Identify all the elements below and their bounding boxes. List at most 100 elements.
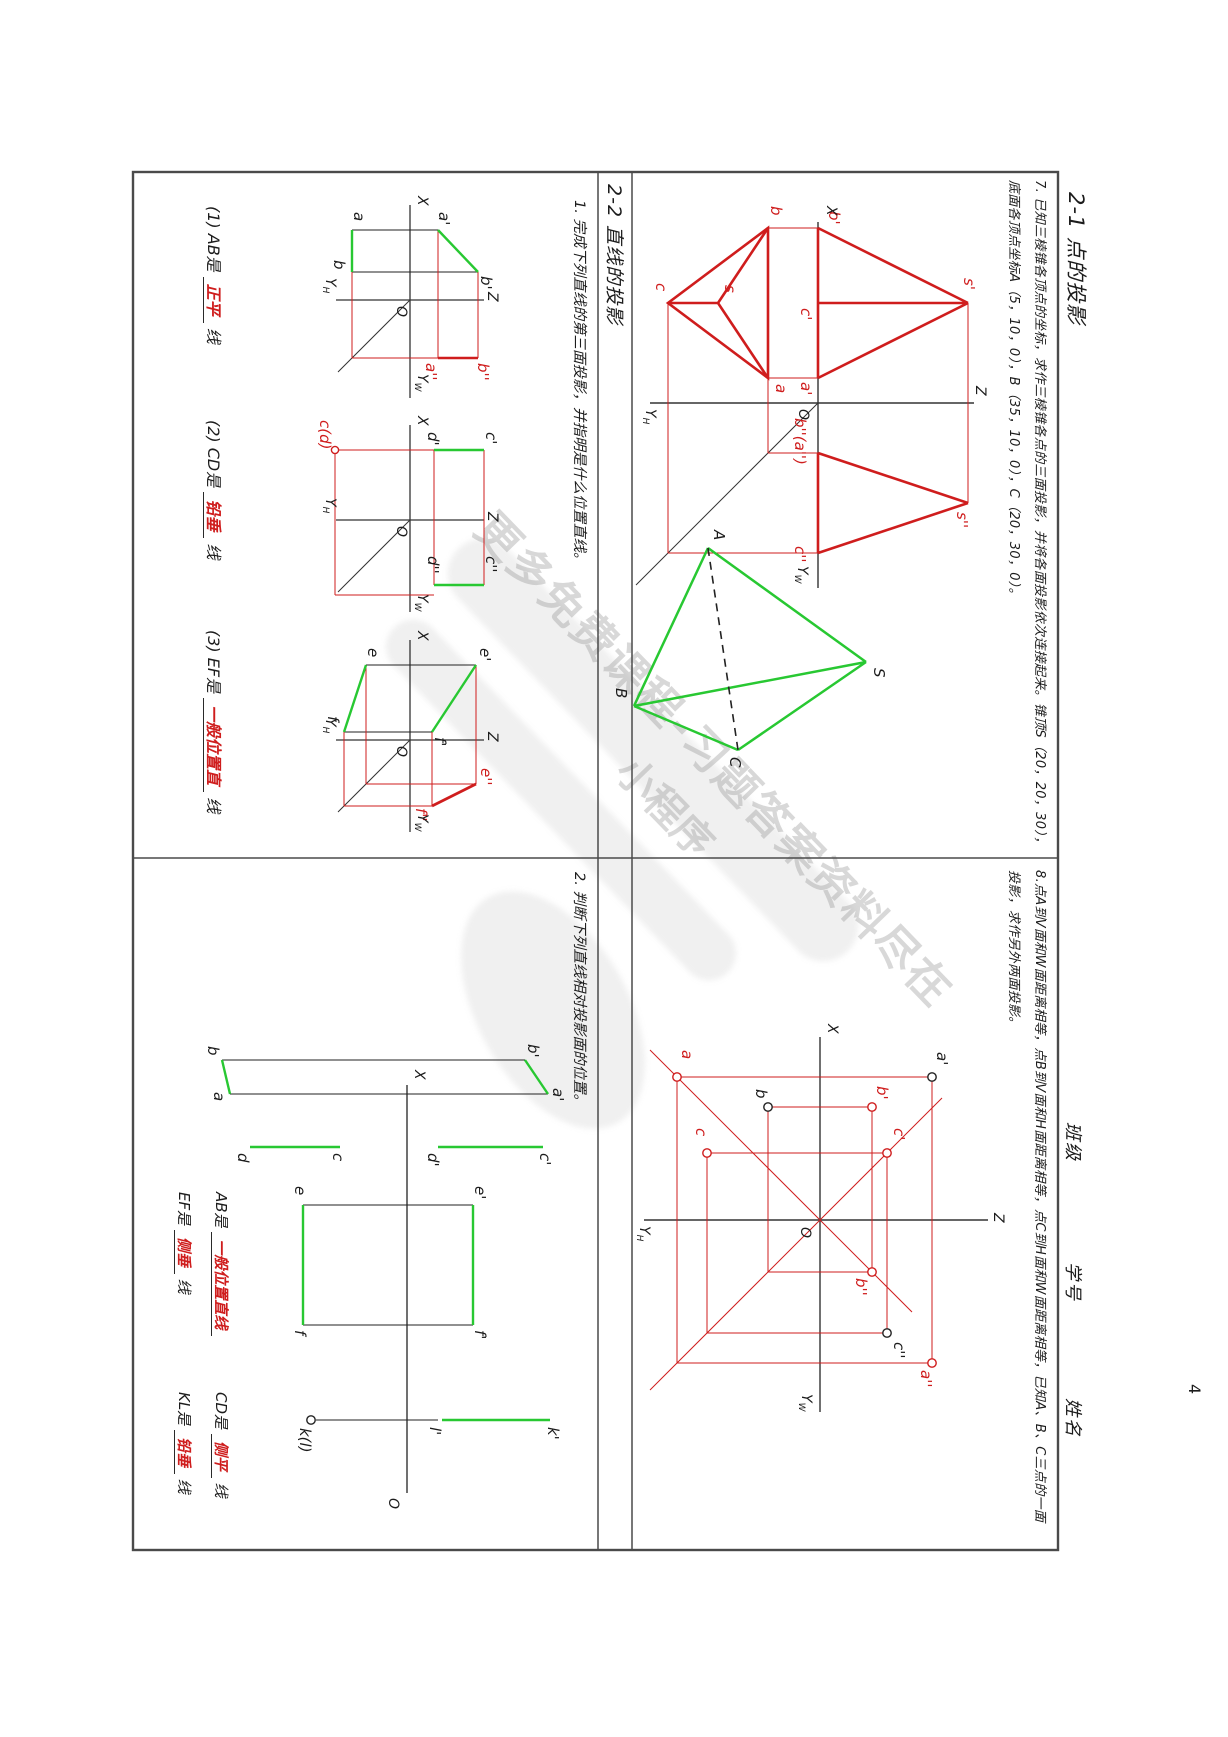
- p1c-given-projections: [342, 664, 478, 733]
- p1a-axis-yh-label: YH: [320, 278, 338, 294]
- p2-label-a-prime: a': [549, 1088, 567, 1101]
- p2-kl-h-point: [306, 1415, 316, 1425]
- p1a-axis-z-label: Z: [484, 291, 500, 302]
- p1c-label-e-prime: e': [476, 648, 494, 661]
- p7-label-a: a: [772, 384, 790, 393]
- p1a-label-b-prime: b': [477, 276, 495, 290]
- p1b-construction: [334, 449, 485, 596]
- p2-label-e-prime: e': [471, 1186, 489, 1199]
- p2-label-d-prime: d': [424, 1153, 442, 1167]
- p7-label-b: b: [767, 206, 785, 216]
- p1c-connectors: [344, 664, 476, 733]
- p1c-answer-projection: [431, 782, 477, 808]
- p1c-label-e: e: [364, 648, 382, 657]
- p1b-axis-x-label: X: [414, 415, 430, 426]
- p7-label-s: s: [721, 285, 739, 293]
- p8-label-c-dprime: c'': [890, 1342, 908, 1359]
- p2-ab-h-projection: [220, 1059, 232, 1095]
- p1c-label-f-dprime: f'': [412, 808, 430, 822]
- pictorial-label-B: B: [612, 688, 630, 698]
- p2-axis-x-label: X: [411, 1069, 427, 1080]
- p7-label-c: c: [652, 283, 670, 292]
- p8-label-a-prime: a': [933, 1052, 951, 1065]
- p1c-axis-yw-label: YW: [412, 814, 430, 833]
- p2-label-d: d: [234, 1153, 252, 1163]
- pictorial-label-A: A: [710, 529, 728, 540]
- p7-label-a-prime: a': [797, 382, 815, 395]
- p1a-label-b-dprime: b'': [474, 363, 492, 381]
- p2-ab-v-projection: [524, 1059, 549, 1095]
- p7-construction-lines: [667, 227, 969, 554]
- p2-label-a: a: [210, 1092, 228, 1101]
- p1a-origin-label: O: [393, 306, 409, 317]
- p1b-label-c-dprime: c'': [482, 556, 500, 573]
- p1c-axis-x-label: X: [414, 630, 430, 641]
- p8-axis-yh-label: YH: [634, 1226, 652, 1242]
- p2-label-l-prime: l': [426, 1427, 444, 1435]
- p2-label-f-prime: f': [471, 1330, 489, 1339]
- p1b-answer-point: [330, 445, 340, 455]
- p2-figure-ab: b a b' a': [204, 1044, 567, 1101]
- p1b-label-cd: c(d): [316, 420, 334, 449]
- p1a-axis-yw-label: YW: [412, 374, 430, 393]
- p1b-label-c-prime: c': [482, 432, 500, 444]
- p1b-label-d-prime: d': [424, 432, 442, 446]
- p8-origin-label: O: [797, 1227, 813, 1238]
- p2-label-k-prime: k': [544, 1427, 562, 1440]
- p2-origin-label: O: [385, 1498, 401, 1509]
- p8-axis-yw-label: YW: [796, 1394, 814, 1413]
- problem2-diagram: X O b a b' a' d c d' c': [204, 1044, 567, 1509]
- p1b-given-projections: [434, 448, 484, 587]
- p1c-origin-label: O: [393, 746, 409, 757]
- p1c-construction: [343, 665, 477, 807]
- problem1-item2-diagram: c(d) c' d' c'' d'' X Z O YH YW: [316, 415, 500, 613]
- p7-axis-yh-label: YH: [640, 409, 658, 425]
- p8-axes: [644, 1037, 988, 1412]
- p1c-axis-z-label: Z: [484, 731, 500, 742]
- p1a-axis-x-label: X: [414, 195, 430, 206]
- p1b-axis-yh-label: YH: [320, 498, 338, 514]
- pictorial-hidden-edge-AC: [707, 547, 739, 751]
- p7-label-b-prime: b': [825, 211, 843, 225]
- p8-label-a-dprime: a'': [917, 1370, 935, 1387]
- p7-origin-label: O: [795, 409, 811, 420]
- p1a-label-a-prime: a': [435, 212, 453, 225]
- p7-label-c-prime: c': [797, 308, 815, 320]
- p2-label-c-prime: c': [536, 1153, 554, 1165]
- p7-axis-z-label: Z: [972, 385, 988, 396]
- p1a-label-b: b: [330, 260, 348, 270]
- p7-projection-edges: [665, 225, 969, 555]
- p1c-label-f: f: [324, 716, 342, 724]
- problem7-pictorial: A B C S: [612, 529, 888, 768]
- p2-label-b-prime: b': [524, 1044, 542, 1058]
- p7-label-s-dprime: s'': [953, 512, 971, 528]
- p8-label-b: b: [752, 1089, 770, 1099]
- p8-label-b-prime: b': [873, 1086, 891, 1100]
- p1c-axes: [336, 640, 484, 832]
- p1a-label-a-dprime: a'': [422, 363, 440, 380]
- p7-axis-yw-label: YW: [792, 566, 810, 585]
- p1b-label-d-dprime: d'': [424, 556, 442, 574]
- problem7-diagram: b a c s b' c' a' s' s'' b''(a'') c'' X Z…: [635, 205, 988, 588]
- p1a-construction: [351, 230, 479, 359]
- p8-label-c-prime: c': [890, 1128, 908, 1140]
- p1c-label-f-prime: f': [431, 737, 449, 746]
- p2-label-kl: k(l): [296, 1428, 314, 1453]
- p2-figure-kl: k(l) l' k': [296, 1415, 562, 1453]
- p2-label-e: e: [291, 1186, 309, 1195]
- problem8-diagram: a a' a'' b b' b'' c c' c'' X Z O YH YW: [634, 1023, 1006, 1413]
- page-frame: [131, 170, 1060, 1552]
- p1b-origin-label: O: [393, 526, 409, 537]
- p1b-axis-z-label: Z: [484, 511, 500, 522]
- p2-label-f: f: [291, 1330, 309, 1338]
- p2-figure-ef: e f e' f': [291, 1186, 489, 1339]
- p2-figure-cd: d c d' c': [234, 1145, 554, 1167]
- p7-label-c-dprime: c'': [791, 546, 809, 563]
- p7-label-b-a-dprime: b''(a''): [791, 418, 809, 465]
- p1c-label-e-dprime: e'': [477, 768, 495, 785]
- p1a-label-a: a: [350, 212, 368, 221]
- p1a-given-projections: [350, 229, 479, 273]
- pictorial-edges: [632, 546, 867, 752]
- p1a-connectors: [352, 229, 478, 273]
